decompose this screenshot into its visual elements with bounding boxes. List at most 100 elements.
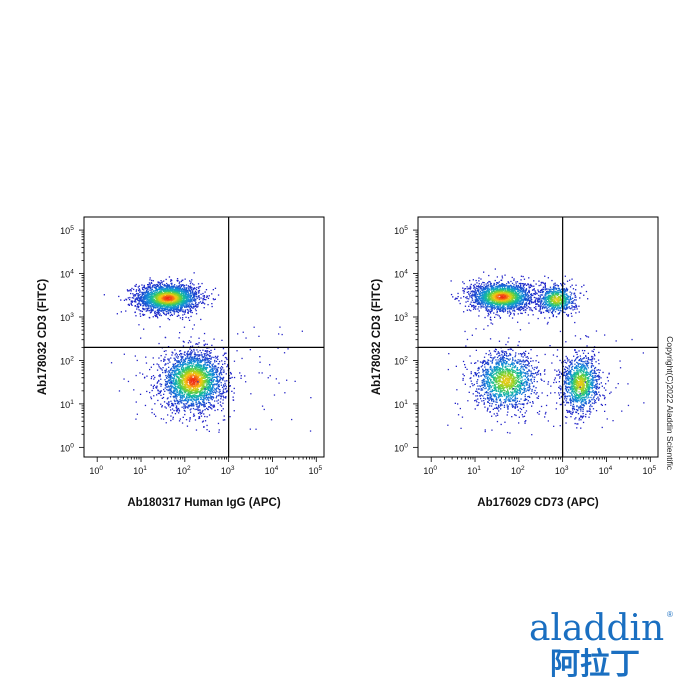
event-dot <box>177 292 179 294</box>
event-dot <box>194 378 196 380</box>
event-dot <box>182 384 184 386</box>
event-dot <box>160 394 162 396</box>
event-dot <box>197 391 199 393</box>
event-dot <box>142 313 144 316</box>
event-dot <box>184 296 186 298</box>
event-dot <box>463 311 465 313</box>
event-dot <box>187 291 189 293</box>
event-dot <box>534 301 536 304</box>
event-dot <box>195 288 198 291</box>
event-dot <box>152 291 154 293</box>
event-dot <box>205 365 207 367</box>
event-dot <box>169 292 171 294</box>
event-dot <box>179 374 181 376</box>
event-dot <box>154 292 156 294</box>
event-dot <box>170 415 172 417</box>
event-dot <box>172 307 174 309</box>
event-dot <box>209 382 211 384</box>
event-dot <box>164 371 166 374</box>
event-dot <box>188 372 190 374</box>
event-dot <box>218 429 220 431</box>
event-dot <box>185 304 187 306</box>
event-dot <box>160 290 162 292</box>
event-dot <box>176 360 178 362</box>
event-dot <box>153 384 155 386</box>
event-dot <box>197 290 199 292</box>
event-dot <box>241 357 243 360</box>
event-dot <box>215 357 217 359</box>
event-dot <box>170 303 172 305</box>
event-dot <box>273 394 276 396</box>
event-dot <box>187 355 189 357</box>
event-dot <box>189 299 191 301</box>
event-dot <box>159 302 161 304</box>
event-dot <box>180 295 182 297</box>
event-dot <box>165 297 167 299</box>
event-dot <box>204 291 206 293</box>
event-dot <box>188 368 190 371</box>
event-dot <box>165 368 168 370</box>
event-dot <box>165 353 167 356</box>
event-dot <box>166 388 168 391</box>
event-dot <box>185 291 187 293</box>
event-dot <box>180 386 182 388</box>
event-dot <box>145 303 147 305</box>
event-dot <box>186 384 188 386</box>
event-dot <box>468 309 471 311</box>
event-dot <box>192 307 194 309</box>
event-dot <box>200 393 202 395</box>
event-dot <box>191 357 193 359</box>
event-dot <box>187 371 189 373</box>
event-dot <box>193 361 196 363</box>
event-dot <box>174 301 176 303</box>
event-dot <box>193 379 195 381</box>
event-dot <box>179 363 181 365</box>
event-dot <box>209 402 211 404</box>
event-dot <box>160 310 162 312</box>
event-dot <box>221 366 223 368</box>
event-dot <box>278 333 280 335</box>
event-dot <box>167 414 169 416</box>
event-dot <box>205 380 207 382</box>
event-dot <box>209 372 211 375</box>
event-dot <box>188 420 191 422</box>
event-dot <box>203 380 205 382</box>
event-dot <box>170 313 173 316</box>
event-dot <box>172 297 174 299</box>
event-dot <box>193 399 196 401</box>
event-dot <box>183 359 185 361</box>
event-dot <box>195 301 197 304</box>
event-dot <box>183 288 185 290</box>
event-dot <box>198 406 200 408</box>
event-dot <box>204 391 206 393</box>
event-dot <box>209 369 211 371</box>
event-dot <box>171 354 173 356</box>
event-dot <box>163 358 165 360</box>
event-dot <box>184 390 187 392</box>
event-dot <box>190 398 193 400</box>
event-dot <box>171 314 174 316</box>
event-dot <box>181 380 183 382</box>
event-dot <box>181 398 184 400</box>
event-dot <box>175 297 177 299</box>
event-dot <box>201 391 203 393</box>
event-dot <box>171 370 174 372</box>
event-dot <box>190 281 192 283</box>
event-dot <box>203 392 205 394</box>
event-dot <box>137 306 140 309</box>
event-dot <box>188 357 190 359</box>
event-dot <box>175 405 178 407</box>
event-dot <box>190 305 192 308</box>
event-dot <box>173 409 175 412</box>
event-dot <box>157 312 159 314</box>
event-dot <box>174 403 176 405</box>
event-dot <box>170 287 172 289</box>
event-dot <box>187 376 190 378</box>
event-dot <box>206 371 209 373</box>
event-dot <box>198 384 200 386</box>
event-dot <box>162 302 164 304</box>
event-dot <box>194 308 197 310</box>
event-dot <box>169 309 171 311</box>
event-dot <box>171 403 174 405</box>
event-dot <box>156 363 158 365</box>
